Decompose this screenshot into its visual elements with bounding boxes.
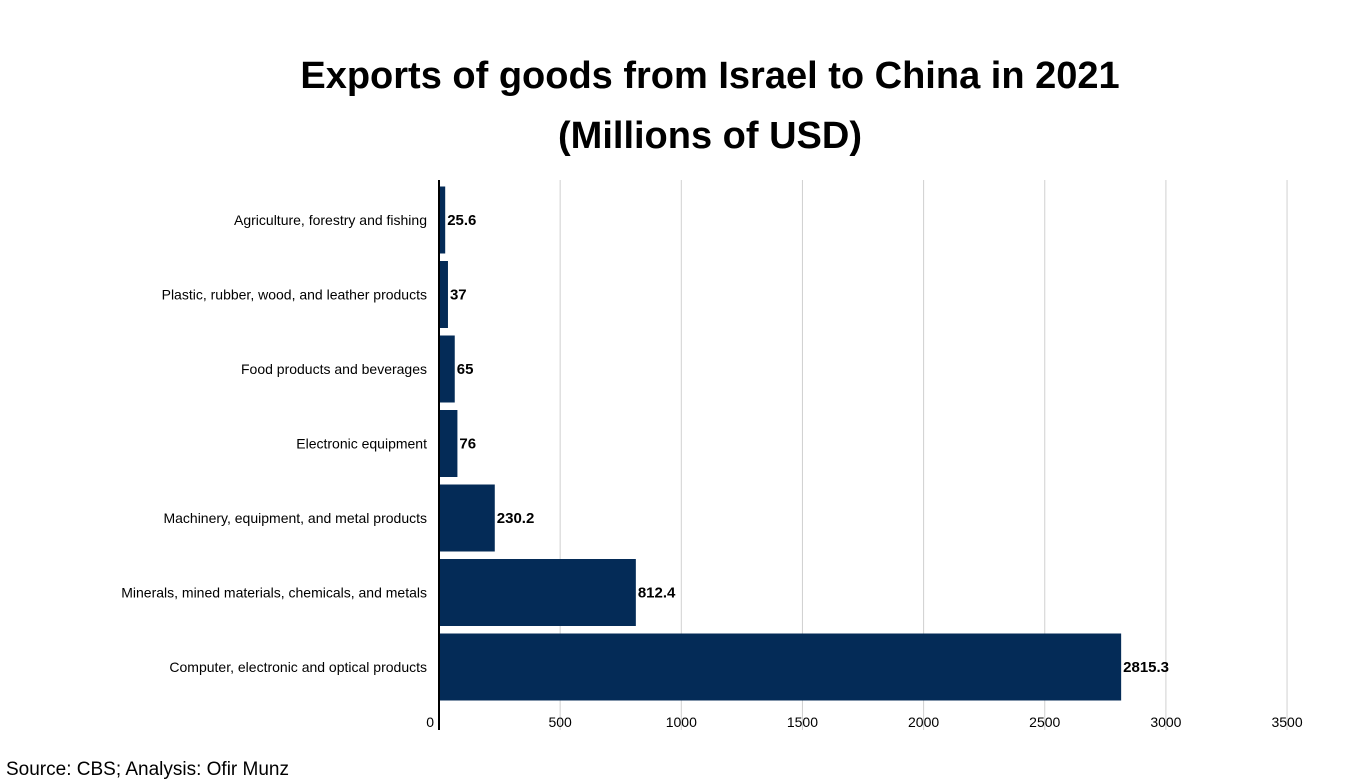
category-label: Food products and beverages [241,361,427,377]
data-label: 76 [459,436,476,453]
bar [439,186,446,254]
category-labels: Agriculture, forestry and fishing Plastic… [121,212,427,675]
bar [439,633,1122,701]
category-label: Agriculture, forestry and fishing [234,212,427,228]
chart-title-line2: (Millions of USD) [558,115,862,157]
x-tick-label: 2500 [1029,714,1060,730]
x-tick-label: 1500 [787,714,818,730]
data-label: 25.6 [447,212,476,229]
data-label: 37 [450,287,467,304]
chart-title: Exports of goods from Israel to China in… [0,46,1346,166]
value-labels: 25.6 37 65 76 230.2 812.4 2815.3 [447,212,1169,676]
data-label: 812.4 [638,585,676,602]
data-label: 2815.3 [1123,659,1169,676]
data-label: 230.2 [497,510,535,527]
x-tick-label: 3000 [1150,714,1181,730]
chart-title-line1: Exports of goods from Israel to China in… [300,55,1120,97]
bar [439,559,636,626]
x-tick-labels: 0 500 1000 1500 2000 2500 3000 3500 [426,714,1303,730]
data-label: 65 [457,361,474,378]
bar [439,484,495,552]
category-label: Plastic, rubber, wood, and leather produ… [162,287,427,303]
x-tick-label: 2000 [908,714,939,730]
x-tick-label: 3500 [1271,714,1302,730]
category-label: Machinery, equipment, and metal products [163,510,427,526]
category-label: Electronic equipment [296,436,427,452]
bar-chart: Agriculture, forestry and fishing Plastic… [121,180,1303,730]
bar [439,410,458,477]
x-tick-label: 500 [548,714,572,730]
bar [439,335,455,403]
source-note: Source: CBS; Analysis: Ofir Munz [6,759,289,780]
x-tick-label: 0 [426,714,434,730]
category-label: Computer, electronic and optical product… [169,659,427,675]
category-label: Minerals, mined materials, chemicals, an… [121,585,427,601]
bars [439,186,1122,701]
bar [439,261,448,328]
x-tick-label: 1000 [666,714,697,730]
